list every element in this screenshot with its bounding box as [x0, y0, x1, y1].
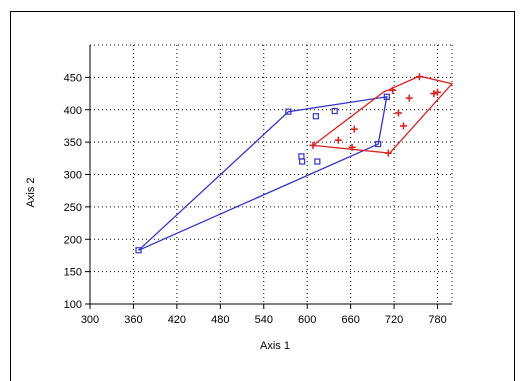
- square-point: [312, 113, 319, 120]
- y-tick-label: 450: [64, 72, 82, 84]
- plus-point: [399, 122, 407, 130]
- y-tick-label: 200: [64, 234, 82, 246]
- x-tick-label: 600: [298, 314, 316, 326]
- square-point: [314, 158, 321, 165]
- y-tick-label: 100: [64, 299, 82, 311]
- square-point: [375, 140, 382, 148]
- x-tick-label: 540: [255, 314, 273, 326]
- x-tick-label: 300: [81, 314, 99, 326]
- plus-point: [430, 90, 438, 98]
- square-point: [285, 108, 292, 115]
- y-tick-label: 350: [64, 137, 82, 149]
- plus-point: [348, 143, 356, 151]
- x-tick-label: 720: [385, 314, 403, 326]
- x-tick-label: 660: [341, 314, 359, 326]
- plus-point: [334, 136, 342, 144]
- square-point: [298, 153, 305, 160]
- x-tick-label: 780: [428, 314, 446, 326]
- plus-point: [309, 141, 317, 149]
- axes: 300 360 420 480 540 600 660 720 780 100 150 200 250 3…: [64, 45, 452, 326]
- y-tick-label: 250: [64, 202, 82, 214]
- plus-point: [434, 88, 442, 96]
- plus-point: [384, 149, 392, 157]
- hull-series-1: [138, 96, 388, 251]
- hull-polygons: [138, 75, 454, 251]
- grid-lines: [90, 44, 453, 304]
- square-point: [331, 107, 338, 115]
- y-axis-label: Axis 2: [25, 178, 37, 208]
- x-axis-label: Axis 1: [260, 340, 290, 352]
- plus-point: [405, 94, 413, 102]
- plus-point: [350, 125, 358, 133]
- hull-series-2: [311, 75, 454, 154]
- plus-point: [415, 73, 423, 81]
- plus-point: [394, 109, 402, 117]
- y-tick-label: 300: [64, 170, 82, 182]
- plus-point: [389, 86, 397, 94]
- y-tick-label: 400: [64, 105, 82, 117]
- x-tick-label: 480: [211, 314, 229, 326]
- y-tick-label: 150: [64, 267, 82, 279]
- data-points: [135, 73, 442, 254]
- x-tick-label: 420: [168, 314, 186, 326]
- square-point: [299, 158, 306, 165]
- square-point: [135, 247, 142, 254]
- square-point: [383, 93, 390, 100]
- x-tick-label: 360: [124, 314, 142, 326]
